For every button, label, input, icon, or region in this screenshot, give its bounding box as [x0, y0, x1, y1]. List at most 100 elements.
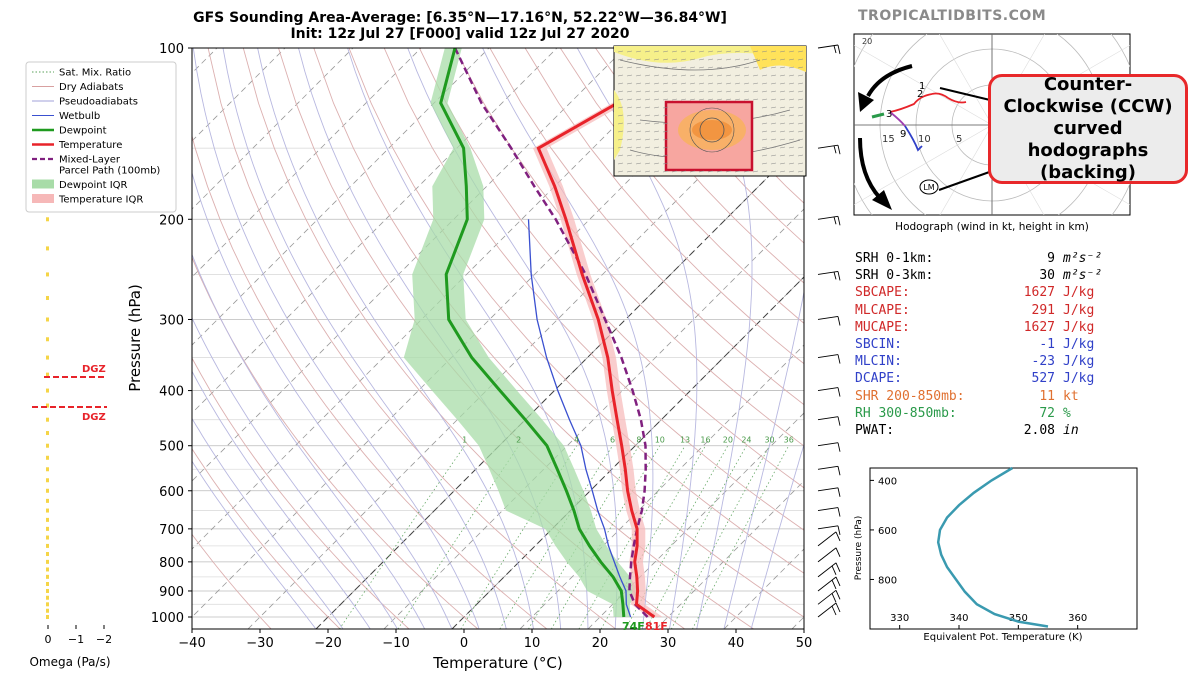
wind-barb: [817, 507, 841, 517]
omega-bar: [46, 517, 49, 522]
isotherm-line: [192, 48, 422, 278]
wind-barb: [817, 602, 841, 618]
omega-bar: [46, 355, 49, 360]
omega-bar: [46, 337, 49, 342]
x-tick-label: −40: [178, 636, 205, 651]
skewt-x-ticks: −40 −30 −20 −10 0 10 20 30 40 50: [178, 629, 812, 651]
index-row: SRH 0-1km: 9 m²s⁻²: [855, 250, 1155, 267]
pseudoadiabat: [482, 48, 654, 629]
mixing-ratio-line: [460, 445, 578, 629]
pseudoadiabat: [222, 48, 507, 629]
legend-item: Sat. Mix. Ratio: [32, 68, 131, 79]
index-value: 1627: [1023, 285, 1055, 301]
dgz-label-bottom: DGZ: [82, 412, 106, 423]
legend-item: Wetbulb: [32, 111, 100, 122]
omega-bar: [46, 455, 49, 460]
area-map-inset: [613, 45, 807, 177]
legend-label: Dewpoint IQR: [59, 180, 128, 191]
omega-bar: [46, 498, 49, 503]
omega-chart: DGZ DGZ 0 −1 −2 Omega (Pa/s): [29, 217, 112, 669]
dry-adiabat: [192, 447, 341, 629]
arrow-down-right-icon: [872, 190, 892, 210]
legend-swatch: [32, 194, 54, 203]
index-value: 527: [1031, 371, 1055, 387]
omega-bar: [46, 317, 49, 322]
pseudoadiabat: [192, 316, 398, 629]
dry-adiabat: [559, 48, 804, 324]
omega-bar: [46, 467, 49, 472]
omega-bar: [46, 217, 49, 222]
legend-item: Dewpoint: [32, 126, 107, 137]
index-name: SRH 0-3km:: [855, 268, 934, 284]
x-tick-label: 30: [660, 636, 677, 651]
legend-swatch: [32, 179, 54, 189]
y-tick-label: 1000: [151, 611, 184, 626]
omega-bar: [46, 582, 49, 587]
index-row: SHR 200-850mb: 11 kt: [855, 388, 1155, 405]
wind-barb: [817, 270, 841, 281]
index-row: SRH 0-3km: 30 m²s⁻²: [855, 267, 1155, 284]
hodo-height-3: 3: [886, 109, 892, 120]
index-row: MLCAPE: 291 J/kg: [855, 302, 1155, 319]
dry-adiabat: [489, 48, 804, 406]
omega-bar: [46, 526, 49, 531]
index-row: PWAT: 2.08 in: [855, 422, 1155, 439]
index-unit: J/kg: [1063, 371, 1095, 387]
pseudoadiabat: [192, 253, 426, 629]
x-tick-label: 10: [524, 636, 541, 651]
theta-e-y-tick-label: 400: [878, 476, 897, 487]
dry-adiabat: [348, 48, 804, 574]
omega-x-label: Omega (Pa/s): [29, 655, 110, 669]
pseudoadiabat: [192, 171, 453, 629]
wetbulb-line: [527, 219, 632, 618]
mixing-ratio-labels: 1 2 4 6 8 10 13 16 20 24 30 36: [462, 436, 794, 445]
index-name: SRH 0-1km:: [855, 251, 934, 266]
dewpoint-line: [439, 48, 626, 618]
mixing-ratio-label: 36: [784, 436, 794, 445]
wind-barb: [817, 416, 841, 426]
index-name: MLCAPE:: [855, 302, 910, 318]
legend-label: Mixed-Layer: [59, 155, 121, 166]
mixing-ratio-label: 30: [764, 436, 774, 445]
omega-bar: [46, 295, 49, 300]
index-value: 2.08: [1023, 422, 1055, 438]
y-tick-label: 900: [159, 585, 184, 600]
isobar-lines: [192, 48, 804, 629]
hodo-spoke: [854, 124, 993, 206]
index-unit: in: [1063, 422, 1079, 438]
dry-adiabat: [192, 134, 548, 629]
wind-barbs: [817, 44, 841, 618]
x-tick-label: −10: [382, 636, 409, 651]
index-value: 11: [1039, 388, 1055, 404]
index-row: SBCAPE: 1627 J/kg: [855, 284, 1155, 301]
omega-bar: [46, 246, 49, 251]
index-unit: m²s⁻²: [1063, 251, 1103, 266]
x-tick-label: −30: [246, 636, 273, 651]
title-line-1: GFS Sounding Area-Average: [6.35°N—17.16…: [193, 10, 727, 26]
wind-barb: [817, 144, 841, 155]
wind-barb: [817, 562, 841, 578]
ccw-callout: Counter-Clockwise (CCW) curved hodograph…: [988, 74, 1188, 184]
omega-bar: [46, 403, 49, 408]
index-unit: J/kg: [1063, 354, 1095, 370]
site-logo: TROPICALTIDBITS.COM: [858, 8, 1047, 24]
dry-adiabat: [207, 48, 617, 629]
legend-item: Dry Adiabats: [32, 82, 123, 93]
theta-e-x-tick-label: 350: [1009, 613, 1028, 624]
dry-adiabat: [454, 48, 804, 447]
index-unit: J/kg: [1063, 319, 1095, 335]
dry-adiabat: [595, 48, 804, 284]
index-value: 291: [1031, 302, 1055, 318]
omega-bar: [46, 543, 49, 548]
y-tick-label: 200: [159, 213, 184, 228]
legend-item: Dewpoint IQR: [32, 179, 128, 191]
surface-dewpoint-label: 74F: [622, 620, 645, 633]
pseudoadiabat-lines: [192, 48, 804, 629]
omega-bar: [46, 431, 49, 436]
wind-barb: [817, 354, 841, 364]
index-unit: m²s⁻²: [1063, 268, 1103, 284]
wind-barb: [817, 547, 841, 563]
omega-bar: [46, 567, 49, 572]
omega-bar: [46, 559, 49, 564]
pseudoadiabat: [192, 460, 317, 629]
